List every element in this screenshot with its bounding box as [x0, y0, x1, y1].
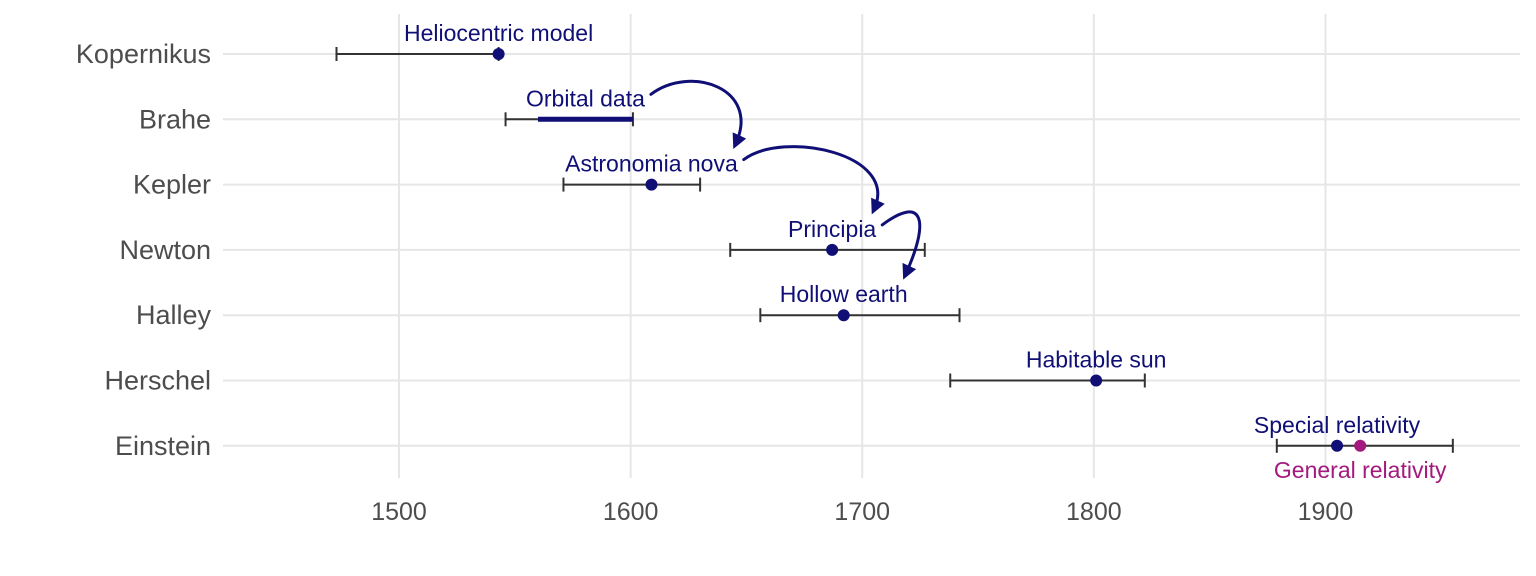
grid-lines	[223, 14, 1520, 478]
event-point-hollow-earth	[837, 309, 850, 322]
event-label-orbital-data: Orbital data	[526, 85, 645, 111]
event-point-principia	[826, 243, 839, 256]
x-tick-label-1700: 1700	[834, 498, 890, 526]
axes: 1500 1600 1700 1800 1900 Kopernikus Brahe Keple…	[76, 39, 1353, 526]
y-tick-label-kepler: Kepler	[133, 170, 211, 200]
y-tick-label-herschel: Herschel	[104, 366, 211, 396]
event-label-habitable-sun: Habitable sun	[1026, 347, 1167, 373]
y-tick-label-brahe: Brahe	[139, 104, 211, 134]
event-label-astronomia-nova: Astronomia nova	[565, 151, 738, 177]
events: Heliocentric model Orbital data Astronomia…	[404, 20, 1447, 483]
y-tick-label-einstein: Einstein	[115, 431, 211, 461]
influence-arrows	[649, 79, 922, 280]
event-label-general-relativity: General relativity	[1274, 457, 1447, 483]
event-label-heliocentric-model: Heliocentric model	[404, 20, 593, 46]
event-point-astronomia-nova	[645, 178, 658, 191]
x-tick-label-1500: 1500	[371, 498, 427, 526]
influence-arrow-astronomia-nova-to-principia	[742, 145, 885, 215]
x-tick-label-1800: 1800	[1066, 498, 1122, 526]
y-tick-label-halley: Halley	[136, 300, 212, 330]
y-tick-label-newton: Newton	[119, 235, 211, 265]
event-label-hollow-earth: Hollow earth	[780, 281, 908, 307]
event-point-special-relativity	[1331, 439, 1344, 452]
event-label-special-relativity: Special relativity	[1254, 412, 1421, 438]
event-point-heliocentric-model	[492, 48, 505, 60]
event-point-habitable-sun	[1090, 374, 1103, 387]
x-tick-label-1900: 1900	[1298, 498, 1354, 526]
event-point-general-relativity	[1354, 439, 1367, 452]
y-tick-label-kopernikus: Kopernikus	[76, 39, 211, 69]
influence-arrow-principia-to-hollow-earth	[880, 210, 922, 280]
event-label-principia: Principia	[788, 216, 876, 242]
influence-arrow-orbital-data-to-astronomia-nova	[649, 79, 747, 150]
x-tick-label-1600: 1600	[603, 498, 659, 526]
